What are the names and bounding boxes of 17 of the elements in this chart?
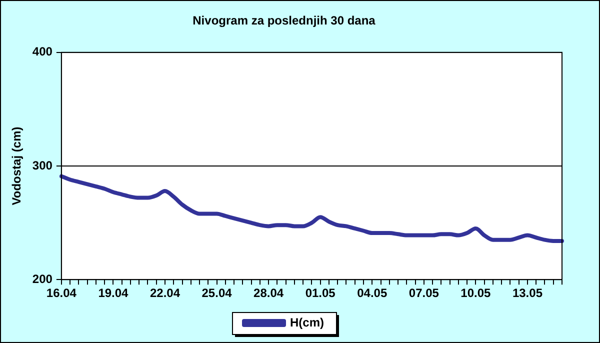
- chart-title: Nivogram za poslednjih 30 dana: [192, 14, 376, 28]
- y-tick-label: 300: [32, 158, 53, 172]
- y-axis-title: Vodostaj (cm): [10, 126, 24, 206]
- y-tick-label: 400: [32, 44, 53, 59]
- y-tick-label: 200: [32, 272, 53, 286]
- legend-label: H(cm): [290, 315, 324, 330]
- x-tick-label: 25.04: [202, 286, 232, 300]
- x-tick-label: 13.05: [512, 286, 543, 300]
- x-tick-label: 22.04: [150, 286, 180, 300]
- line-series: [59, 174, 564, 243]
- x-tick-label: 07.05: [408, 286, 440, 300]
- x-tick-label: 01.05: [305, 286, 336, 300]
- x-tick-label: 16.04: [46, 286, 77, 300]
- x-tick-label: 04.05: [357, 286, 388, 300]
- x-tick-label: 10.05: [460, 286, 492, 300]
- x-tick-label: 28.04: [254, 286, 284, 300]
- x-tick-label: 19.04: [98, 286, 129, 300]
